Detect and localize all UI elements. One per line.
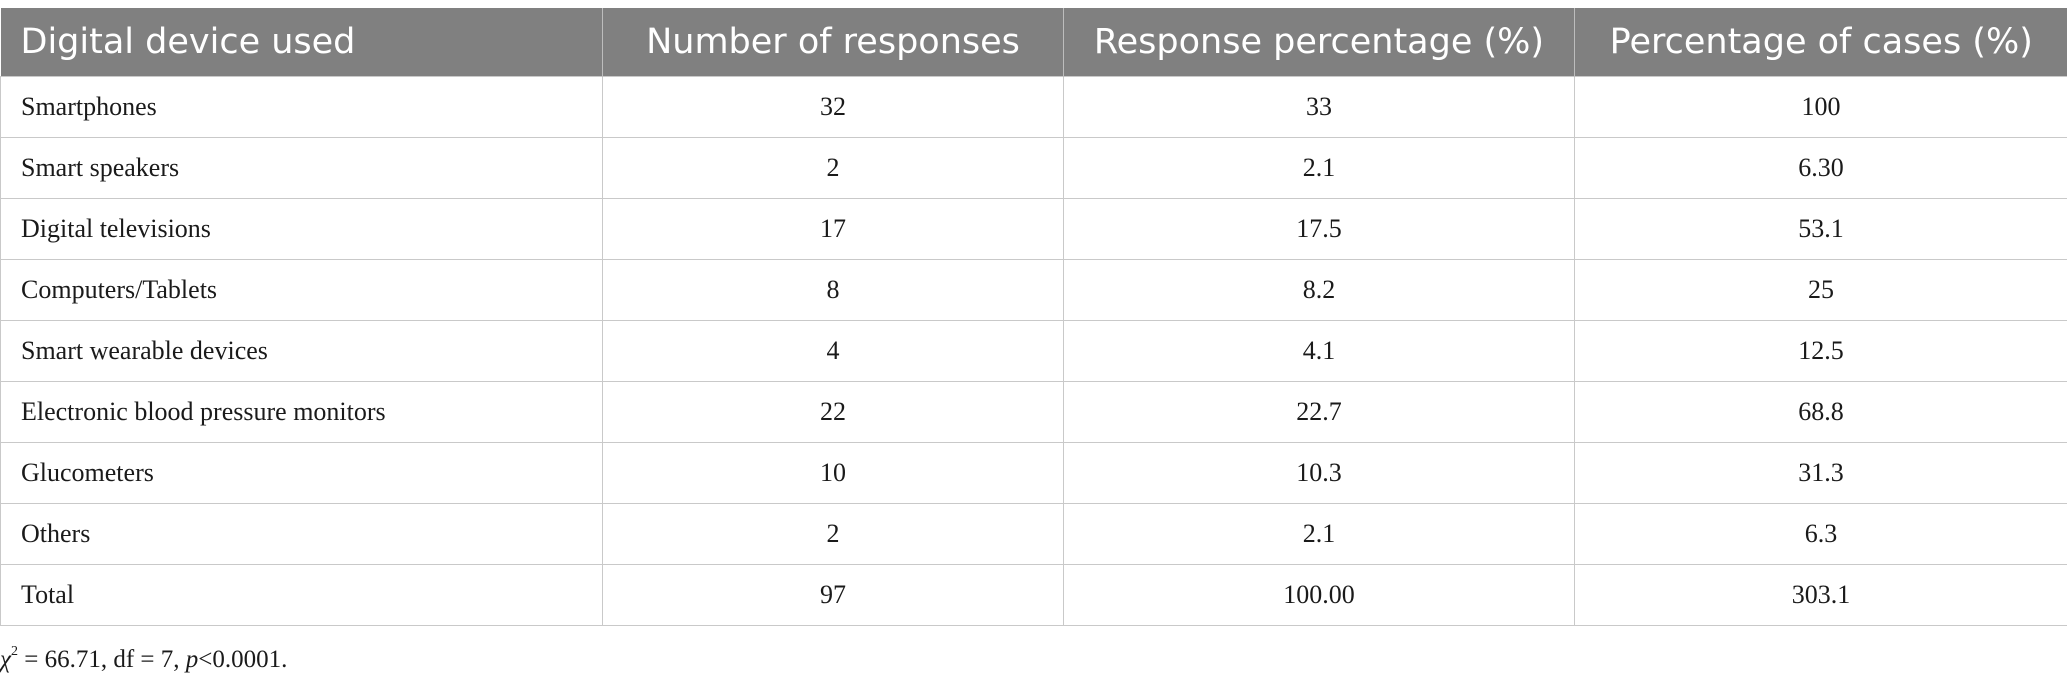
table-row: Smart speakers 2 2.1 6.30 (0, 137, 2067, 199)
cell-device: Computers/Tablets (0, 259, 603, 321)
table-row: Smart wearable devices 4 4.1 12.5 (0, 320, 2067, 382)
cell-response-percentage: 2.1 (1063, 137, 1575, 199)
cell-response-percentage: 8.2 (1063, 259, 1575, 321)
cell-responses: 22 (602, 381, 1064, 443)
cell-responses: 17 (602, 198, 1064, 260)
header-percentage-cases: Percentage of cases (%) (1574, 8, 2067, 77)
cell-percentage-cases: 12.5 (1574, 320, 2067, 382)
cell-device: Smart wearable devices (0, 320, 603, 382)
table-body: Smartphones 32 33 100 Smart speakers 2 2… (0, 76, 2067, 626)
cell-percentage-cases: 68.8 (1574, 381, 2067, 443)
table-row: Digital televisions 17 17.5 53.1 (0, 198, 2067, 260)
p-symbol: p (185, 646, 199, 673)
cell-percentage-cases: 31.3 (1574, 442, 2067, 504)
device-usage-table: Digital device used Number of responses … (0, 8, 2067, 626)
cell-percentage-cases: 303.1 (1574, 564, 2067, 626)
table-row: Computers/Tablets 8 8.2 25 (0, 259, 2067, 321)
cell-response-percentage: 22.7 (1063, 381, 1575, 443)
table-row-total: Total 97 100.00 303.1 (0, 564, 2067, 626)
header-row: Digital device used Number of responses … (0, 8, 2067, 77)
cell-percentage-cases: 6.30 (1574, 137, 2067, 199)
table-header: Digital device used Number of responses … (0, 8, 2067, 77)
cell-device: Glucometers (0, 442, 603, 504)
cell-responses: 2 (602, 503, 1064, 565)
chi-square-value: = 66.71, df = 7, (18, 646, 186, 673)
table-row: Electronic blood pressure monitors 22 22… (0, 381, 2067, 443)
table-row: Smartphones 32 33 100 (0, 76, 2067, 138)
cell-device: Smartphones (0, 76, 603, 138)
table-row: Glucometers 10 10.3 31.3 (0, 442, 2067, 504)
cell-response-percentage: 17.5 (1063, 198, 1575, 260)
cell-device: Digital televisions (0, 198, 603, 260)
cell-responses: 8 (602, 259, 1064, 321)
cell-responses: 2 (602, 137, 1064, 199)
header-responses: Number of responses (602, 8, 1064, 77)
chi-exponent: 2 (11, 644, 18, 659)
cell-responses: 97 (602, 564, 1064, 626)
table-footnote: χ2 = 66.71, df = 7, p<0.0001. (0, 644, 287, 674)
cell-responses: 32 (602, 76, 1064, 138)
p-value: <0.0001. (198, 646, 288, 673)
cell-response-percentage: 100.00 (1063, 564, 1575, 626)
table-row: Others 2 2.1 6.3 (0, 503, 2067, 565)
cell-device: Others (0, 503, 603, 565)
cell-percentage-cases: 25 (1574, 259, 2067, 321)
chi-symbol: χ (0, 646, 11, 673)
cell-response-percentage: 33 (1063, 76, 1575, 138)
cell-response-percentage: 4.1 (1063, 320, 1575, 382)
header-device: Digital device used (0, 8, 603, 77)
cell-response-percentage: 2.1 (1063, 503, 1575, 565)
cell-percentage-cases: 100 (1574, 76, 2067, 138)
cell-device: Electronic blood pressure monitors (0, 381, 603, 443)
cell-device: Total (0, 564, 603, 626)
cell-response-percentage: 10.3 (1063, 442, 1575, 504)
cell-percentage-cases: 6.3 (1574, 503, 2067, 565)
header-response-percentage: Response percentage (%) (1063, 8, 1575, 77)
cell-responses: 10 (602, 442, 1064, 504)
cell-percentage-cases: 53.1 (1574, 198, 2067, 260)
data-table-container: Digital device used Number of responses … (0, 8, 2067, 626)
cell-responses: 4 (602, 320, 1064, 382)
cell-device: Smart speakers (0, 137, 603, 199)
